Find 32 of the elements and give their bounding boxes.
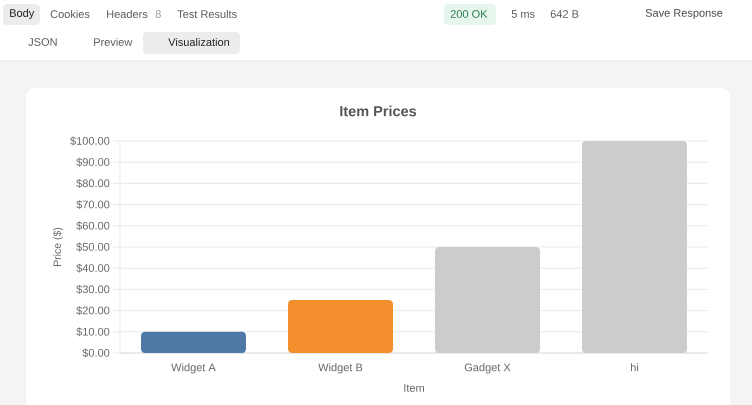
chart-title: Item Prices bbox=[340, 106, 416, 116]
bar bbox=[141, 332, 246, 353]
y-tick-label: $80.00 bbox=[76, 178, 110, 188]
y-tick-label: $50.00 bbox=[76, 242, 110, 252]
bar bbox=[288, 300, 393, 353]
text: Cookies bbox=[50, 10, 90, 18]
text: 200 OK bbox=[450, 10, 488, 18]
y-tick-label: $20.00 bbox=[76, 306, 110, 316]
y-tick-label: $10.00 bbox=[76, 327, 110, 336]
text: 642 B bbox=[550, 10, 578, 18]
text: Body bbox=[10, 8, 34, 20]
y-axis-title: Price ($) bbox=[53, 228, 63, 266]
text: Save Response bbox=[646, 9, 722, 19]
y-tick-label: $40.00 bbox=[76, 264, 110, 273]
x-tick-label: Widget A bbox=[171, 363, 216, 374]
text: 5 ms bbox=[512, 10, 535, 18]
x-tick-label: Widget B bbox=[318, 363, 362, 374]
text: Visualization bbox=[168, 38, 230, 46]
x-tick-label: hi bbox=[630, 363, 638, 372]
text: JSON bbox=[28, 38, 57, 46]
y-tick-label: $100.00 bbox=[70, 136, 110, 146]
text: Headers bbox=[107, 10, 148, 18]
text: Test Results bbox=[177, 10, 237, 18]
y-tick-label: $60.00 bbox=[76, 221, 110, 230]
text: 8 bbox=[156, 10, 161, 18]
x-axis-title: Item bbox=[404, 384, 424, 392]
y-tick-label: $0.00 bbox=[82, 348, 110, 358]
x-tick-label: Gadget X bbox=[464, 363, 510, 374]
y-tick-label: $30.00 bbox=[76, 284, 110, 294]
y-tick-label: $70.00 bbox=[76, 200, 110, 210]
y-tick-label: $90.00 bbox=[76, 158, 110, 167]
text: Preview bbox=[94, 38, 132, 46]
